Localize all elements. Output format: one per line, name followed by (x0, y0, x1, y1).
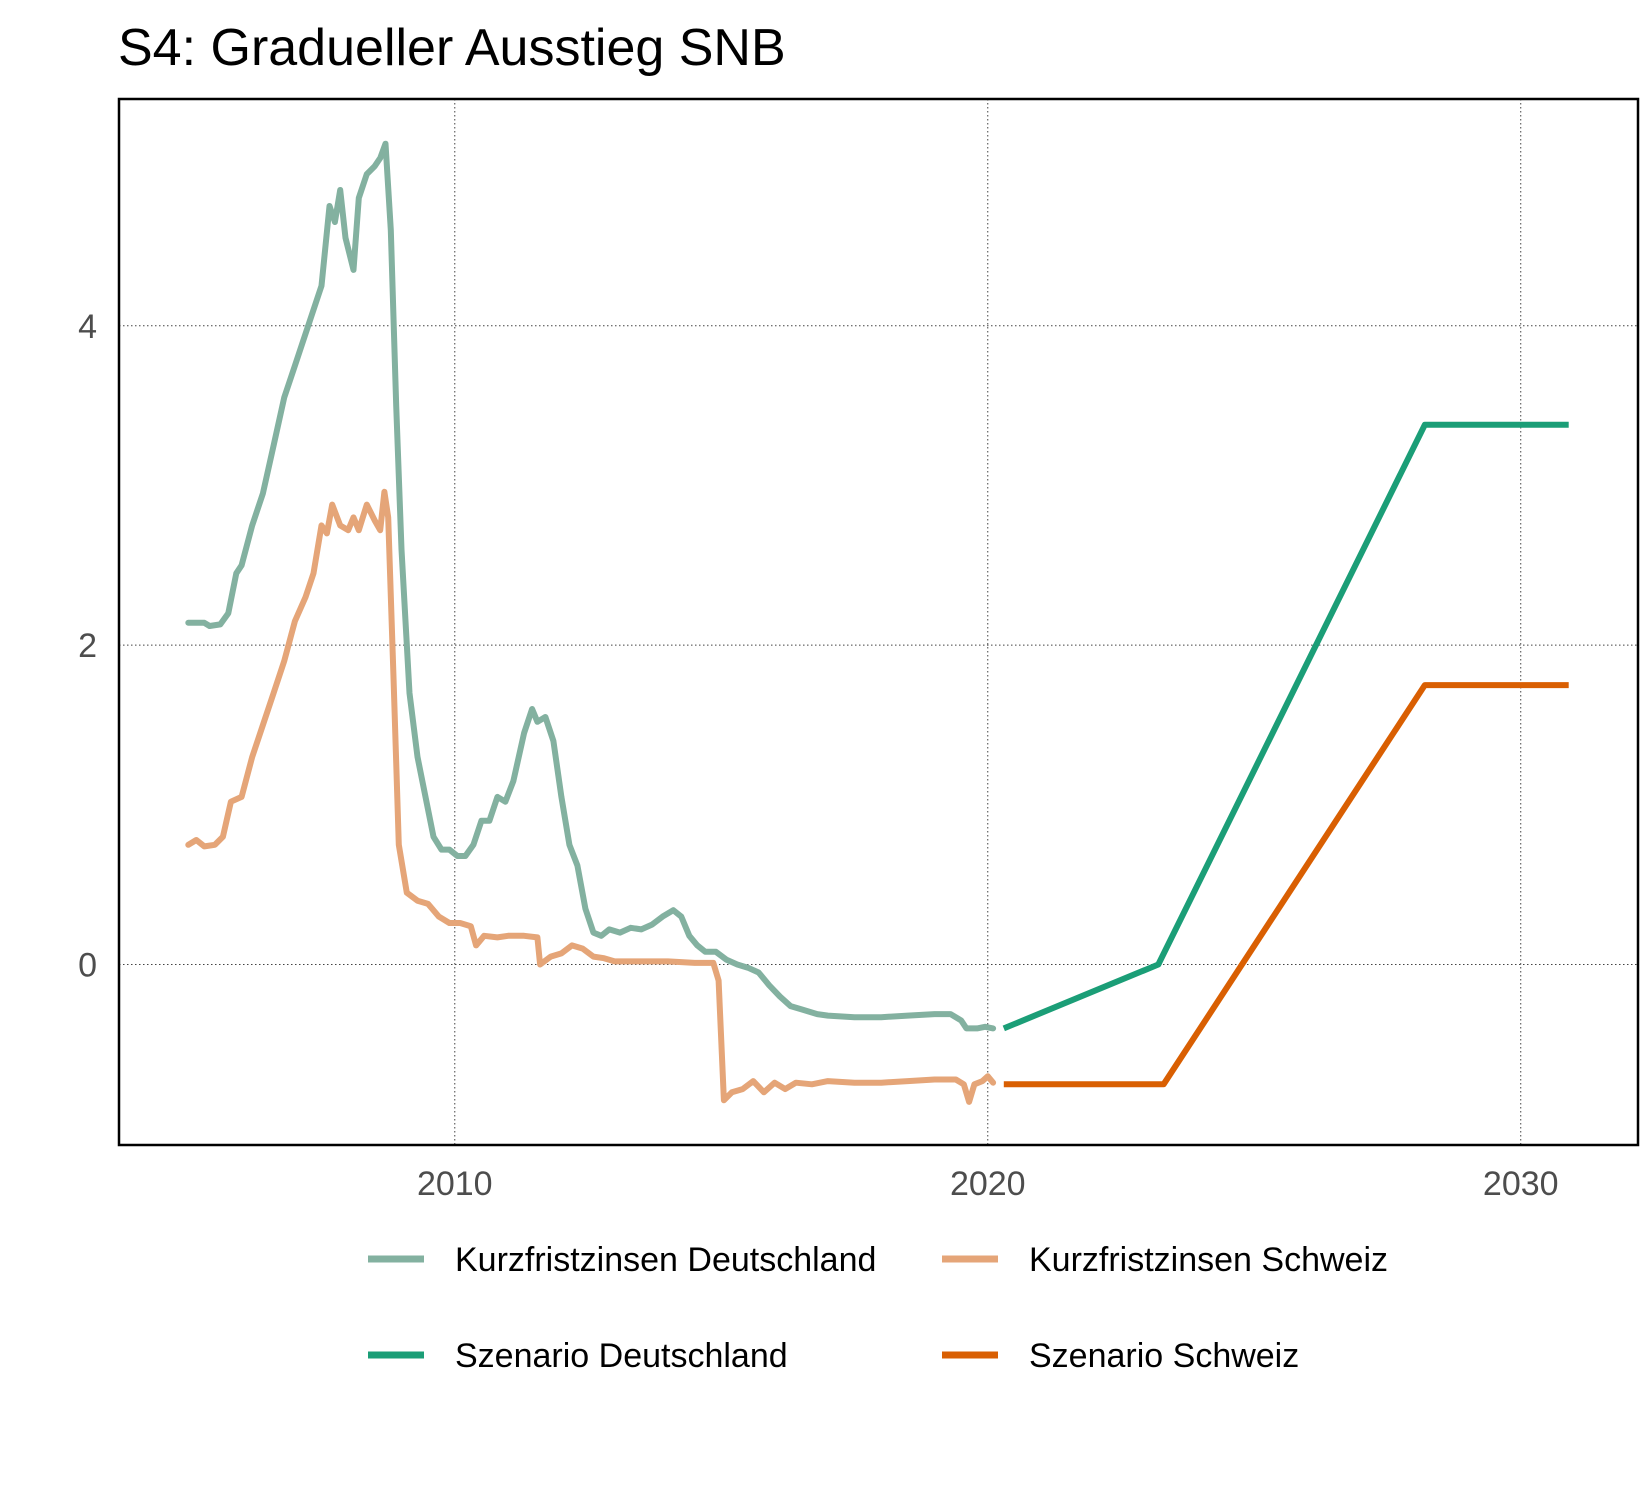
series-line-kurzfristzinsen-schweiz (185, 488, 997, 1105)
legend-label-szenario-deutschland: Szenario Deutschland (455, 1337, 788, 1375)
series-line-szenario-schweiz (1003, 682, 1569, 1088)
plot-panel-border (117, 97, 1640, 1147)
x-tick-label: 2010 (417, 1165, 493, 1203)
chart-title: S4: Gradueller Ausstieg SNB (118, 19, 786, 77)
y-tick-label: 2 (78, 627, 97, 665)
legend-label-kurzfristzinsen-deutschland: Kurzfristzinsen Deutschland (455, 1241, 876, 1279)
legend-label-kurzfristzinsen-schweiz: Kurzfristzinsen Schweiz (1029, 1241, 1388, 1279)
y-tick-label: 0 (78, 947, 97, 985)
legend-label-szenario-schweiz: Szenario Schweiz (1029, 1337, 1299, 1375)
series-line-szenario-deutschland (1002, 421, 1569, 1032)
series-line-kurzfristzinsen-deutschland (185, 140, 997, 1032)
axis-tick-labels: 0 2 4 2010 2020 2030 (78, 308, 1558, 1203)
y-tick-label: 4 (78, 308, 97, 346)
grid-lines (119, 99, 1638, 1145)
x-tick-label: 2020 (950, 1165, 1026, 1203)
series-layer (185, 140, 1569, 1105)
x-tick-label: 2030 (1483, 1165, 1559, 1203)
legend: Kurzfristzinsen Deutschland Kurzfristzin… (368, 1241, 1388, 1375)
